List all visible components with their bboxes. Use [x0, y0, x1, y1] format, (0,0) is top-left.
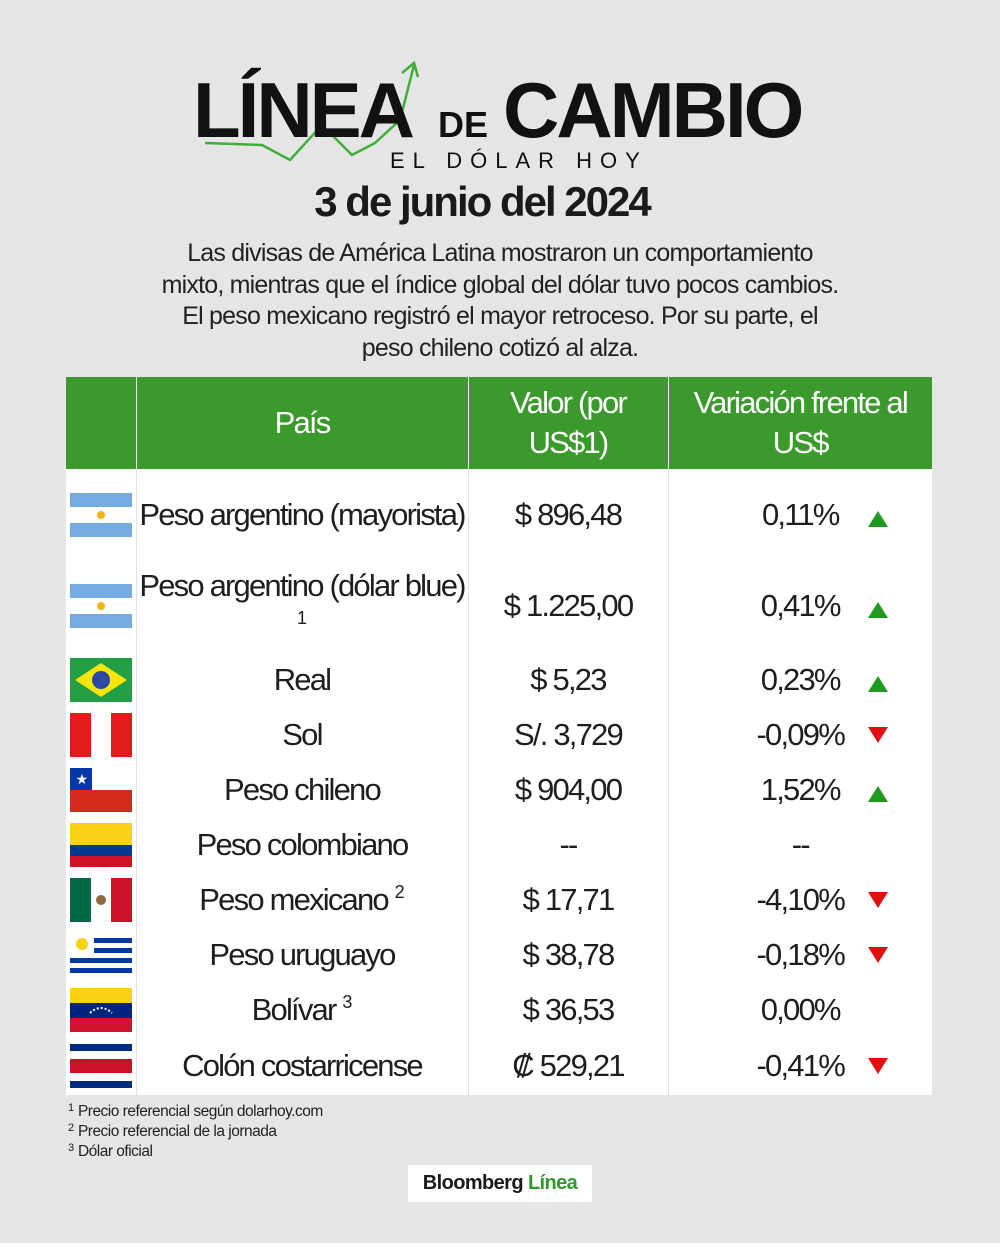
- value: $ 896,48: [467, 469, 668, 560]
- variation: -0,09%: [667, 707, 932, 762]
- value: $ 1.225,00: [467, 560, 668, 652]
- arrow-shape: [867, 946, 888, 963]
- arrow-shape: [867, 510, 888, 527]
- arrow-shape: [867, 726, 888, 743]
- column-header: País: [135, 377, 468, 469]
- variation: 1,52%: [667, 762, 932, 817]
- country: Bolívar 3: [135, 982, 468, 1037]
- value: $ 904,00: [467, 762, 668, 817]
- country: Real: [135, 652, 468, 707]
- logo-arrowhead: [401, 60, 420, 78]
- arrow-icon: [867, 891, 888, 908]
- country: Peso uruguayo: [135, 927, 468, 982]
- flag: ★: [70, 767, 132, 812]
- variation: 0,41%: [667, 560, 932, 652]
- logo: LÍNEA DE CAMBIO EL DÓLAR HOY: [193, 60, 805, 173]
- variation: --: [667, 817, 932, 872]
- flag: [70, 987, 132, 1032]
- value: $ 36,53: [467, 982, 668, 1037]
- country: Peso chileno: [135, 762, 468, 817]
- column-header: Valor (por US$1): [467, 377, 668, 469]
- arrow-icon: [867, 675, 888, 692]
- flag: [70, 877, 132, 922]
- footnote: 3 Dólar oficial: [68, 1142, 153, 1161]
- variation: 0,11%: [667, 469, 932, 560]
- value: S/. 3,729: [467, 707, 668, 762]
- column-header: Variación frente al US$: [667, 377, 932, 469]
- flag: [70, 712, 132, 757]
- arrow-icon: [867, 1058, 888, 1074]
- arrow-shape: [867, 891, 888, 908]
- logo-word: CAMBIO: [503, 66, 802, 154]
- logo-tagline: EL DÓLAR HOY: [390, 148, 648, 173]
- variation: -4,10%: [667, 872, 932, 927]
- flag: [70, 822, 132, 867]
- arrow-icon: [867, 602, 888, 618]
- flag: [70, 932, 132, 977]
- flag: [70, 492, 132, 537]
- arrow-shape: [867, 785, 888, 802]
- country: Peso argentino (mayorista): [135, 469, 468, 560]
- brand: Bloomberg Línea: [408, 1165, 592, 1202]
- svg-text:★: ★: [76, 771, 88, 787]
- flag: [70, 1044, 132, 1088]
- logo-word: LÍNEA: [193, 66, 414, 154]
- value: $ 38,78: [467, 927, 668, 982]
- arrow-down: [867, 945, 889, 965]
- footnote: 2 Precio referencial de la jornada: [68, 1122, 277, 1141]
- logo-word: DE: [438, 104, 488, 145]
- flag: [70, 584, 132, 628]
- variation: -0,41%: [667, 1037, 932, 1095]
- footnote: 1 Precio referencial según dolarhoy.com: [68, 1102, 323, 1121]
- country: Sol: [135, 707, 468, 762]
- arrow-icon: [867, 785, 888, 802]
- variation: -0,18%: [667, 927, 932, 982]
- arrow-up: [867, 600, 889, 620]
- variation: 0,00%: [667, 982, 932, 1037]
- arrow-icon: [867, 510, 888, 527]
- arrow-up: [867, 509, 889, 529]
- arrow-shape: [867, 675, 888, 692]
- country: Peso mexicano 2: [135, 872, 468, 927]
- header-row: País Valor (por US$1) Variación frente a…: [66, 377, 932, 469]
- value: ₡ 529,21: [467, 1037, 668, 1095]
- arrow-down: [867, 1056, 889, 1076]
- arrow-up: [867, 784, 889, 804]
- country: Peso colombiano: [135, 817, 468, 872]
- value: --: [467, 817, 668, 872]
- arrow-up: [867, 674, 889, 694]
- table: País Valor (por US$1) Variación frente a…: [66, 377, 932, 1095]
- footnotes: 1 Precio referencial según dolarhoy.com …: [68, 1102, 323, 1162]
- description: Las divisas de América Latina mostraron …: [161, 239, 840, 362]
- arrow-icon: [867, 946, 888, 963]
- country: Colón costarricense: [135, 1037, 468, 1095]
- arrow-shape: [867, 1058, 888, 1074]
- arrow-shape: [867, 602, 888, 618]
- value: $ 5,23: [467, 652, 668, 707]
- arrow-down: [867, 890, 889, 910]
- country: Peso argentino (dólar blue) 1: [135, 560, 468, 652]
- variation: 0,23%: [667, 652, 932, 707]
- flag: [70, 657, 132, 702]
- arrow-icon: [867, 726, 888, 743]
- flag-header: [66, 377, 136, 469]
- date: 3 de junio del 2024: [314, 178, 651, 225]
- arrow-down: [867, 725, 889, 745]
- logo-line: [204, 64, 416, 162]
- value: $ 17,71: [467, 872, 668, 927]
